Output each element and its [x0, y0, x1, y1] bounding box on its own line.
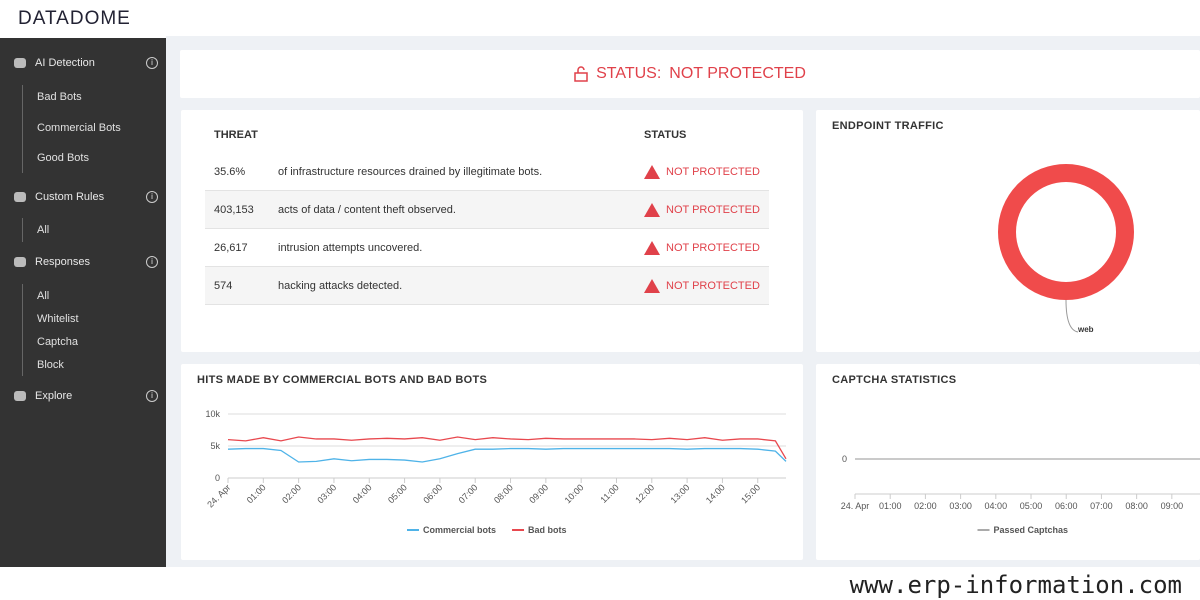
x-tick-label: 03:00 — [315, 482, 338, 505]
x-tick-label: 05:00 — [1020, 501, 1043, 511]
nav-section[interactable]: AI Detection i — [14, 57, 158, 69]
cell: intrusion attempts uncovered. — [269, 228, 635, 267]
x-tick-label: 02:00 — [914, 501, 937, 511]
main: STATUS: NOT PROTECTED THREAT STATUS 35.6%… — [166, 0, 1200, 567]
panel-title: ENDPOINT TRAFFIC — [832, 120, 944, 132]
x-tick-label: 12:00 — [633, 482, 656, 505]
nav-item[interactable]: Block — [37, 359, 64, 371]
header: STATUS — [644, 128, 687, 141]
nav-item[interactable]: Bad Bots — [37, 91, 82, 103]
legend-label: Commercial bots — [423, 525, 496, 535]
x-tick-label: 08:00 — [1125, 501, 1148, 511]
panel-title: HITS MADE BY COMMERCIAL BOTS AND BAD BOT… — [197, 374, 488, 386]
nav-item[interactable]: Whitelist — [37, 313, 79, 325]
legend-label: Bad bots — [528, 525, 567, 535]
x-tick-label: 06:00 — [421, 482, 444, 505]
captcha-panel: CAPTCHA STATISTICS 0 24. Apr 01:00 02:00 03:… — [816, 364, 1200, 560]
nav-label: Explore — [35, 390, 73, 402]
x-tick-label: 15:00 — [739, 482, 762, 505]
x-tick-label: 09:00 — [527, 482, 550, 505]
x-tick-label: 09:00 — [1161, 501, 1184, 511]
nav-label: Responses — [35, 256, 91, 268]
nav-item[interactable]: All — [37, 224, 50, 236]
x-tick-label: 13:00 — [669, 482, 692, 505]
x-tick-label: 07:00 — [457, 482, 480, 505]
x-tick-label: 01:00 — [879, 501, 902, 511]
donut-segment — [998, 164, 1134, 300]
status-banner: STATUS: NOT PROTECTED — [180, 50, 1200, 98]
pie-label: web — [1077, 325, 1094, 334]
cell: 403,153 — [205, 190, 269, 229]
endpoint-panel: ENDPOINT TRAFFIC web — [816, 110, 1200, 352]
x-tick-label: 10:00 — [563, 482, 586, 505]
x-tick-label: 06:00 — [1055, 501, 1078, 511]
cell: NOT PROTECTED — [666, 203, 760, 216]
x-tick-label: 02:00 — [280, 482, 303, 505]
sidebar: DATADOME AI Detection i Bad Bots Commerci… — [0, 0, 166, 567]
nav-label: Custom Rules — [35, 191, 105, 203]
y-tick-label: 5k — [210, 441, 220, 451]
x-tick-label: 14:00 — [704, 482, 727, 505]
x-tick-label: 24. Apr — [841, 501, 870, 511]
nav-section[interactable]: Explore i — [14, 390, 158, 402]
leader-line — [1065, 299, 1079, 333]
logo: DATADOME — [0, 0, 166, 38]
nav-section[interactable]: Custom Rules i — [14, 191, 158, 203]
status-label: STATUS: — [596, 65, 662, 82]
x-tick-label: 24. Apr — [205, 482, 232, 509]
legend-label: Passed Captchas — [994, 525, 1069, 535]
top-bar — [166, 0, 1200, 36]
x-tick-label: 11:00 — [598, 482, 621, 505]
series-line — [227, 447, 787, 463]
nav-label: AI Detection — [35, 57, 95, 69]
cell: hacking attacks detected. — [269, 266, 635, 305]
cell: acts of data / content theft observed. — [269, 190, 635, 229]
header: THREAT — [214, 128, 258, 141]
cell: NOT PROTECTED — [666, 279, 760, 292]
hits-panel: HITS MADE BY COMMERCIAL BOTS AND BAD BOT… — [181, 364, 803, 560]
nav-item[interactable]: Captcha — [37, 336, 78, 348]
x-tick-label: 08:00 — [492, 482, 515, 505]
lock-icon — [574, 66, 588, 82]
cell: 26,617 — [205, 228, 269, 267]
panel-title: CAPTCHA STATISTICS — [832, 374, 957, 386]
y-tick-label: 0 — [215, 473, 220, 483]
x-tick-label: 07:00 — [1090, 501, 1113, 511]
donut-chart: web — [998, 164, 1134, 334]
nav-item[interactable]: Good Bots — [37, 152, 89, 164]
cell: 574 — [205, 266, 269, 305]
line-chart: 0 24. Apr 01:00 02:00 03:00 04:00 05:00 06:00 07… — [841, 454, 1200, 535]
x-tick-label: 03:00 — [949, 501, 972, 511]
nav-item[interactable]: All — [37, 290, 50, 302]
threat-panel: THREAT STATUS 35.6% of infrastructure reso… — [181, 110, 803, 352]
nav-item[interactable]: Commercial Bots — [37, 122, 121, 134]
x-tick-label: 04:00 — [351, 482, 374, 505]
line-chart: 0 5k 10k 24. Apr 01:00 02:00 03:00 04:00 05:00 06… — [205, 409, 787, 535]
x-tick-label: 04:00 — [985, 501, 1008, 511]
cell: NOT PROTECTED — [666, 241, 760, 254]
y-tick-label: 10k — [205, 409, 220, 419]
y-tick-label: 0 — [842, 454, 847, 464]
threat-table: THREAT STATUS 35.6% of infrastructure reso… — [205, 116, 769, 305]
cell: 35.6% — [205, 153, 269, 191]
nav-section[interactable]: Responses i — [14, 256, 158, 268]
watermark: www.erp-information.com — [849, 571, 1182, 599]
cell: of infrastructure resources drained by i… — [269, 153, 635, 191]
x-tick-label: 05:00 — [386, 482, 409, 505]
x-tick-label: 01:00 — [245, 482, 268, 505]
cell: NOT PROTECTED — [666, 165, 760, 178]
series-line — [227, 436, 787, 460]
status-value: NOT PROTECTED — [669, 65, 806, 82]
